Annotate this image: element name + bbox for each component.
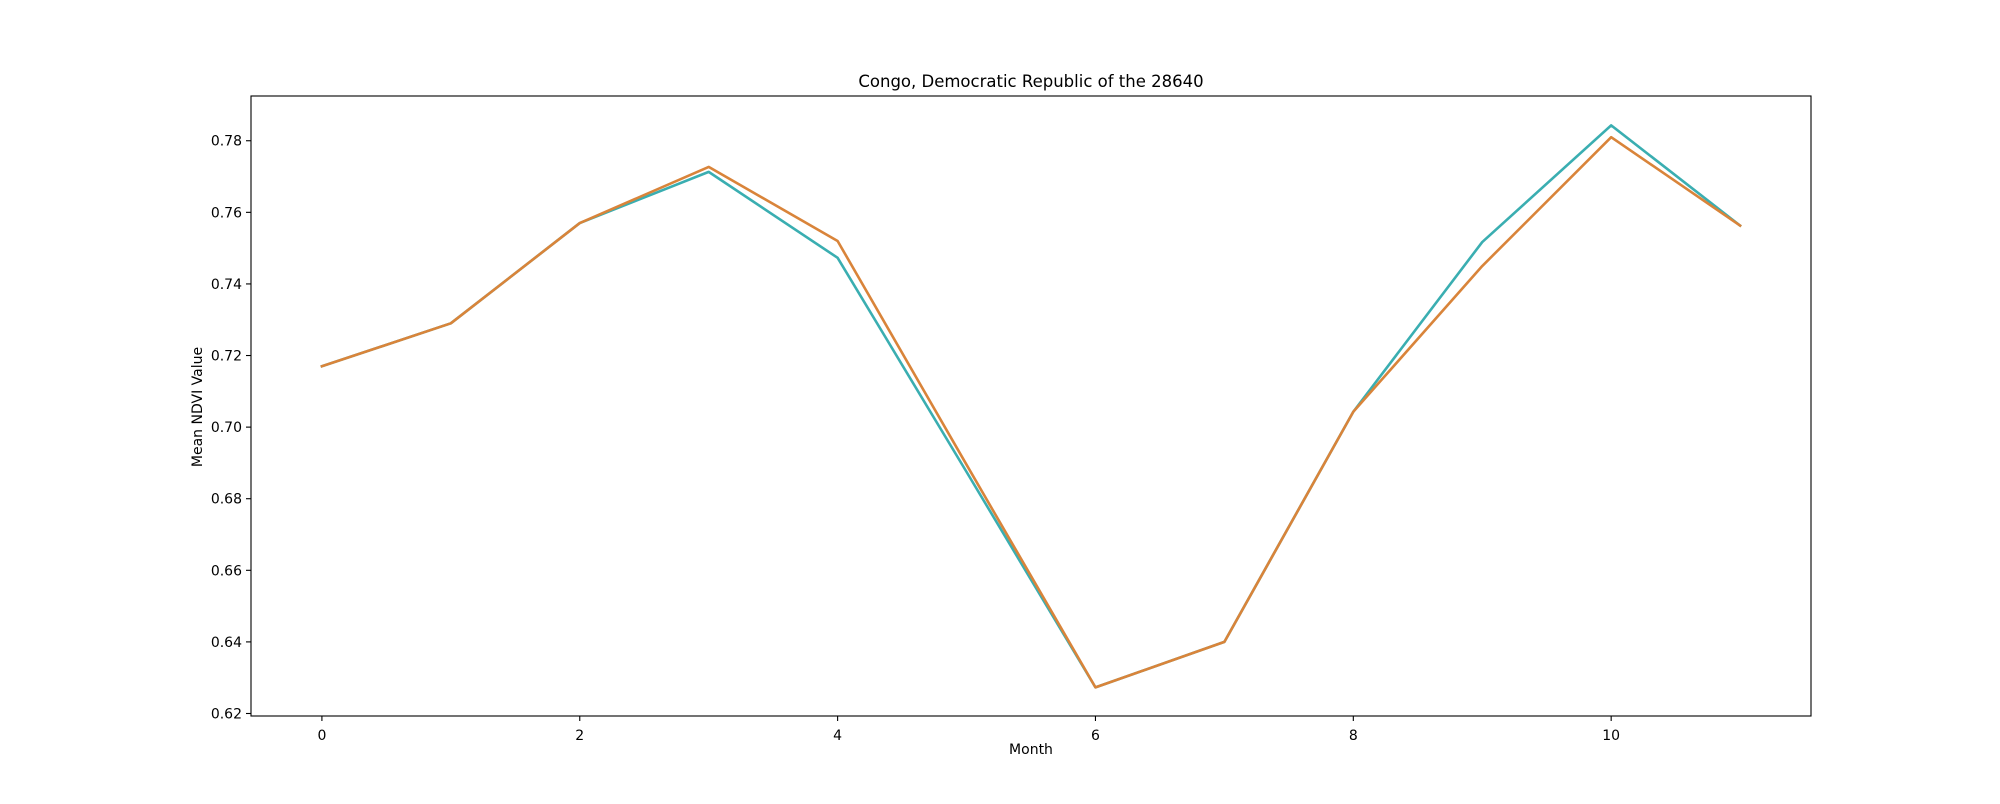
x-tick-label: 10: [1602, 728, 1620, 744]
y-ticks: 0.62 0.64 0.66 0.68 0.70 0.72 0.74 0.76 0.78: [211, 134, 251, 722]
y-tick-label: 0.62: [211, 706, 242, 722]
y-axis-label: Mean NDVI Value: [190, 347, 206, 467]
y-tick-label: 0.76: [211, 205, 242, 221]
y-tick-label: 0.74: [211, 277, 242, 293]
y-tick-label: 0.68: [211, 492, 242, 508]
plot-frame: [250, 95, 1812, 717]
y-tick-label: 0.66: [211, 563, 242, 579]
y-tick-label: 0.64: [211, 635, 242, 651]
chart-title: Congo, Democratic Republic of the 28640: [858, 72, 1203, 91]
x-tick-label: 0: [317, 728, 326, 744]
x-axis-label: Month: [1009, 742, 1053, 758]
x-tick-label: 6: [1091, 728, 1100, 744]
series-line-2: [320, 135, 1742, 689]
x-tick-label: 2: [575, 728, 584, 744]
x-ticks: 0 2 4 6 8 10: [317, 716, 1620, 744]
x-tick-label: 8: [1349, 728, 1358, 744]
x-tick-label: 4: [833, 728, 842, 744]
y-tick-label: 0.72: [211, 349, 242, 365]
y-tick-label: 0.78: [211, 134, 242, 150]
series-layer: [320, 124, 1742, 689]
y-tick-label: 0.70: [211, 420, 242, 436]
